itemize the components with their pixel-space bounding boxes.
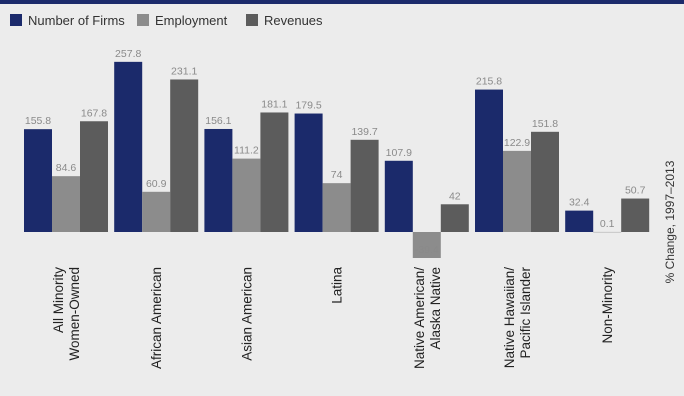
data-label-employment-2: 111.2 [234, 145, 259, 157]
data-label-employment-6: 0.1 [600, 218, 615, 230]
legend-label-employment: Employment [155, 13, 228, 28]
data-label-employment-1: 60.9 [146, 178, 167, 190]
legend-swatch-revenues [246, 14, 258, 26]
data-label-number-of-firms-5: 215.8 [476, 76, 502, 88]
bar-number-of-firms-3 [294, 113, 323, 232]
bar-revenues-2 [260, 112, 289, 232]
data-label-employment-5: 122.9 [504, 137, 530, 149]
legend-label-number-of-firms: Number of Firms [28, 13, 125, 28]
bar-number-of-firms-5 [475, 89, 503, 233]
data-label-number-of-firms-6: 32.4 [569, 197, 590, 209]
category-label-0-0: All Minority [51, 267, 66, 333]
bar-employment-2 [232, 158, 261, 232]
bar-number-of-firms-6 [565, 210, 594, 232]
data-label-number-of-firms-1: 257.8 [115, 48, 141, 60]
bar-employment-5 [503, 150, 531, 232]
data-label-number-of-firms-3: 179.5 [295, 100, 321, 112]
data-label-revenues-0: 167.8 [81, 107, 107, 119]
data-label-revenues-3: 139.7 [351, 126, 377, 138]
data-label-employment-3: 74 [331, 169, 343, 181]
data-label-employment-4: -39.4 [415, 244, 439, 256]
bar-number-of-firms-1 [114, 61, 143, 232]
data-label-revenues-6: 50.7 [625, 185, 646, 197]
data-label-revenues-4: 42 [449, 190, 461, 202]
bar-employment-3 [322, 183, 351, 232]
data-label-revenues-1: 231.1 [171, 65, 197, 77]
category-label-2-0: Asian American [239, 267, 254, 361]
category-label-6-0: Non-Minority [600, 267, 615, 344]
bar-revenues-6 [621, 198, 650, 232]
bar-revenues-0 [80, 121, 108, 232]
category-label-4-1: Alaska Native [428, 267, 443, 350]
top-accent-bar [0, 0, 684, 4]
category-label-4-0: Native American/ [412, 267, 427, 369]
data-label-revenues-5: 151.8 [532, 118, 558, 130]
data-label-number-of-firms-0: 155.8 [25, 115, 51, 127]
legend-swatch-number-of-firms [10, 14, 22, 26]
bar-employment-0 [52, 176, 80, 232]
data-label-number-of-firms-2: 156.1 [205, 115, 231, 127]
bar-number-of-firms-0 [24, 129, 52, 232]
data-label-employment-0: 84.6 [56, 162, 77, 174]
bar-revenues-5 [531, 131, 559, 232]
bar-number-of-firms-2 [204, 128, 233, 232]
legend-label-revenues: Revenues [264, 13, 323, 28]
bar-revenues-4 [440, 204, 469, 232]
data-label-revenues-2: 181.1 [261, 98, 287, 110]
y-axis-title: % Change, 1997–2013 [663, 160, 677, 283]
bar-employment-1 [142, 191, 171, 232]
category-label-5-1: Pacific Islander [518, 267, 533, 359]
bar-employment-4 [412, 232, 441, 259]
data-label-number-of-firms-4: 107.9 [386, 147, 412, 159]
bar-revenues-1 [170, 79, 199, 232]
legend-swatch-employment [137, 14, 149, 26]
category-label-0-1: Women-Owned [67, 267, 82, 361]
category-label-3-0: Latina [330, 267, 345, 304]
bar-revenues-3 [350, 139, 379, 232]
category-label-5-0: Native Hawaiian/ [502, 267, 517, 369]
bar-number-of-firms-4 [384, 160, 413, 232]
category-label-1-0: African American [149, 267, 164, 369]
